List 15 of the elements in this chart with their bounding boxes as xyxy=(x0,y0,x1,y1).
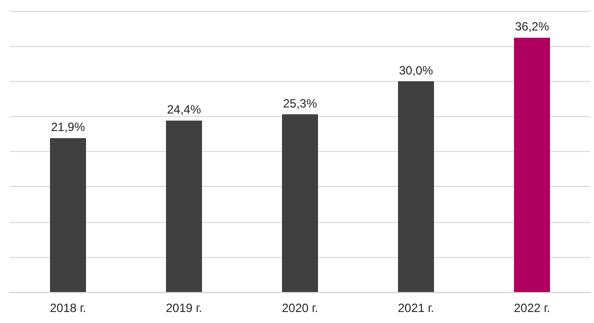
bar xyxy=(398,81,434,292)
x-tick-label: 2022 г. xyxy=(514,301,550,315)
bar xyxy=(514,38,550,292)
data-label: 25,3% xyxy=(282,96,318,110)
x-tick-label: 2019 г. xyxy=(166,301,202,315)
bar xyxy=(50,138,86,292)
x-tick-label: 2020 г. xyxy=(282,301,318,315)
data-label: 21,9% xyxy=(50,120,86,134)
data-label: 24,4% xyxy=(166,102,202,117)
bar xyxy=(282,114,318,292)
data-label: 36,2% xyxy=(514,20,550,34)
x-tick-label: 2018 г. xyxy=(50,301,86,315)
x-tick-label: 2021 г. xyxy=(398,301,434,315)
data-label: 30,0% xyxy=(398,63,434,78)
bar xyxy=(166,120,202,292)
